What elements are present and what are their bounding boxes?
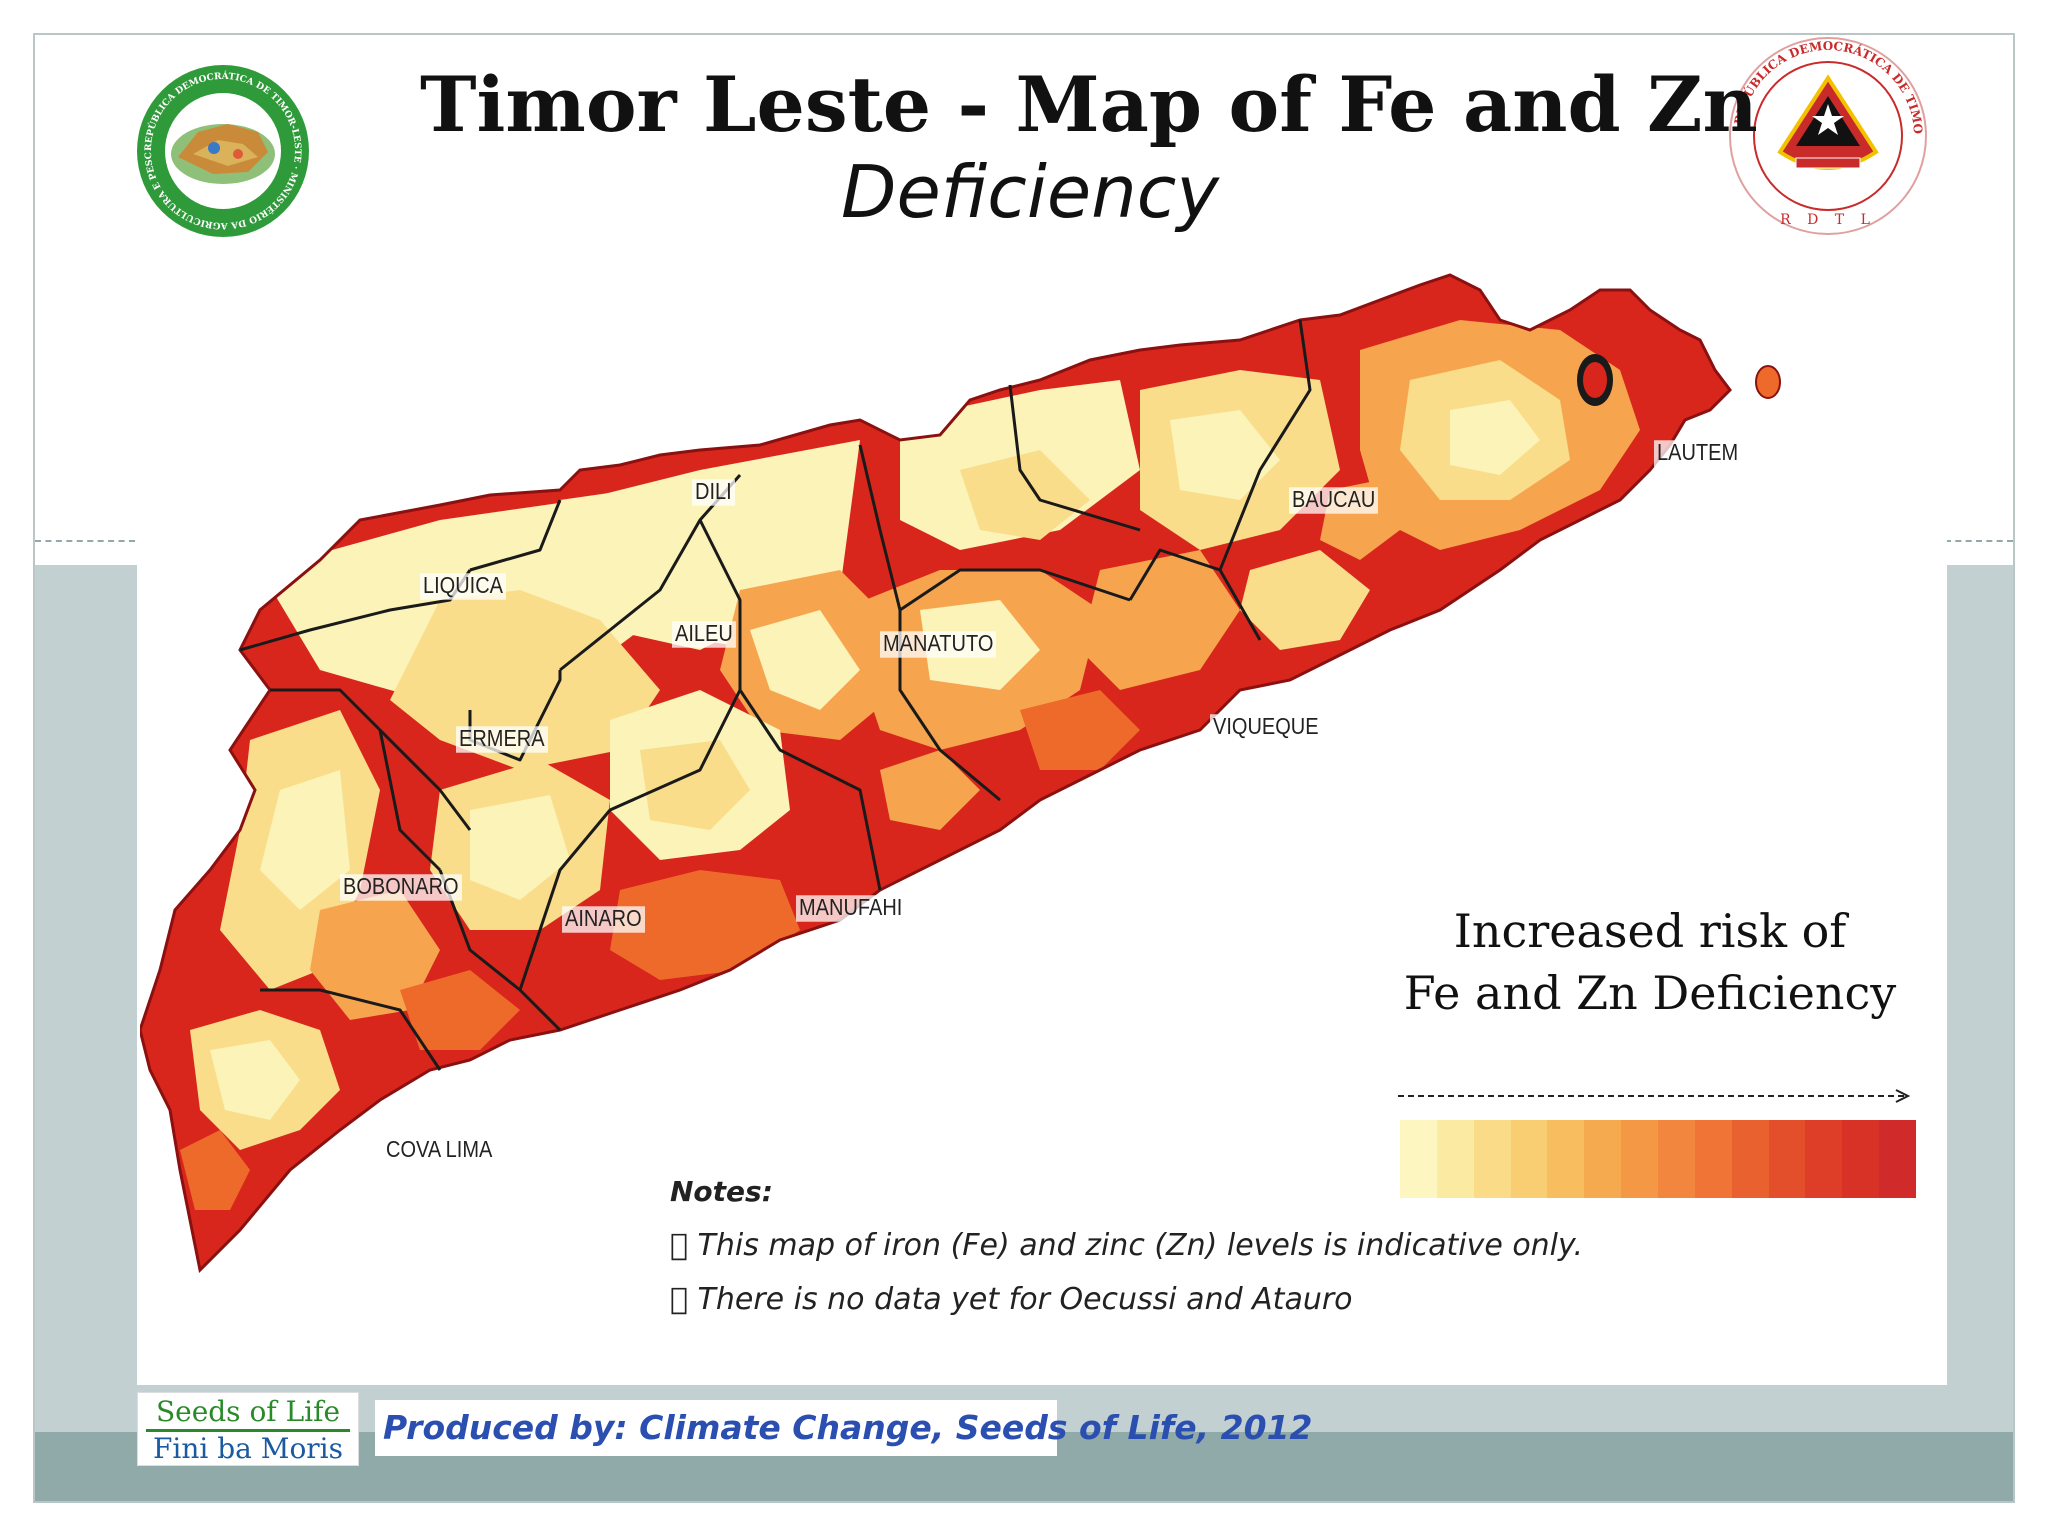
ramp-swatch [1400, 1120, 1437, 1198]
label-ermera: ERMERA [456, 726, 548, 753]
ramp-swatch [1768, 1120, 1806, 1198]
ramp-swatch [1658, 1120, 1695, 1198]
label-viqueque: VIQUEQUE [1210, 714, 1322, 741]
divider-left [35, 540, 135, 542]
ramp-swatch [1731, 1120, 1769, 1198]
ramp-swatch [1805, 1120, 1843, 1198]
note-item:   There is no data yet for Oecussi and A… [670, 1282, 1353, 1317]
ramp-swatch [1694, 1120, 1732, 1198]
legend-title: Increased risk of Fe and Zn Deficiency [1390, 900, 1910, 1024]
brand-line2: Fini ba Moris [152, 1432, 344, 1465]
district-borders [239, 319, 1312, 1071]
risk-arrow-icon [1398, 1089, 1911, 1103]
label-bobonaro: BOBONARO [340, 874, 462, 901]
ministry-agriculture-logo: REPÚBLICA DEMOCRÁTICA DE TIMOR-LESTE · M… [118, 62, 328, 240]
produced-by: Produced by: Climate Change, Seeds of Li… [375, 1400, 1313, 1456]
page-title: Timor Leste - Map of Fe and Zn [420, 60, 1758, 149]
label-ainaro: AINARO [562, 906, 645, 933]
rdtl-emblem: R D T L REPÚBLICA DEMOCRÁTICA DE TIMOR-L… [1726, 34, 1927, 235]
ramp-swatch [1436, 1120, 1474, 1198]
ramp-swatch [1879, 1120, 1917, 1198]
label-lautem: LAUTEM [1654, 440, 1742, 467]
label-cova-lima: COVA LIMA [383, 1137, 496, 1164]
divider-right [1945, 540, 2013, 542]
risk-color-ramp [1400, 1120, 1917, 1198]
emblem-initials: R D T L [1780, 212, 1876, 228]
legend-title-line2: Fe and Zn Deficiency [1403, 966, 1897, 1020]
ramp-swatch [1510, 1120, 1548, 1198]
label-dili: DILI [692, 479, 735, 506]
ramp-swatch [1621, 1120, 1659, 1198]
ramp-swatch [1842, 1120, 1880, 1198]
brand-line1: Seeds of Life [146, 1395, 350, 1432]
label-baucau: BAUCAU [1289, 487, 1379, 514]
ramp-swatch [1547, 1120, 1585, 1198]
label-manufahi: MANUFAHI [796, 895, 906, 922]
seeds-of-life-logo: Seeds of Life Fini ba Moris [137, 1392, 359, 1466]
label-aileu: AILEU [672, 621, 736, 648]
ramp-swatch [1584, 1120, 1622, 1198]
page-subtitle: Deficiency [841, 150, 1219, 234]
label-manatuto: MANATUTO [880, 631, 997, 658]
jaco-island [1755, 365, 1781, 399]
note-item:   This map of iron (Fe) and zinc (Zn) le… [670, 1228, 1583, 1263]
label-liquica: LIQUICA [420, 573, 507, 600]
legend-title-line1: Increased risk of [1453, 904, 1847, 958]
ramp-swatch [1473, 1120, 1511, 1198]
notes-heading: Notes: [670, 1175, 773, 1208]
notes: Notes:   This map of iron (Fe) and zinc … [670, 1165, 1583, 1327]
deficiency-map [140, 273, 1781, 1272]
